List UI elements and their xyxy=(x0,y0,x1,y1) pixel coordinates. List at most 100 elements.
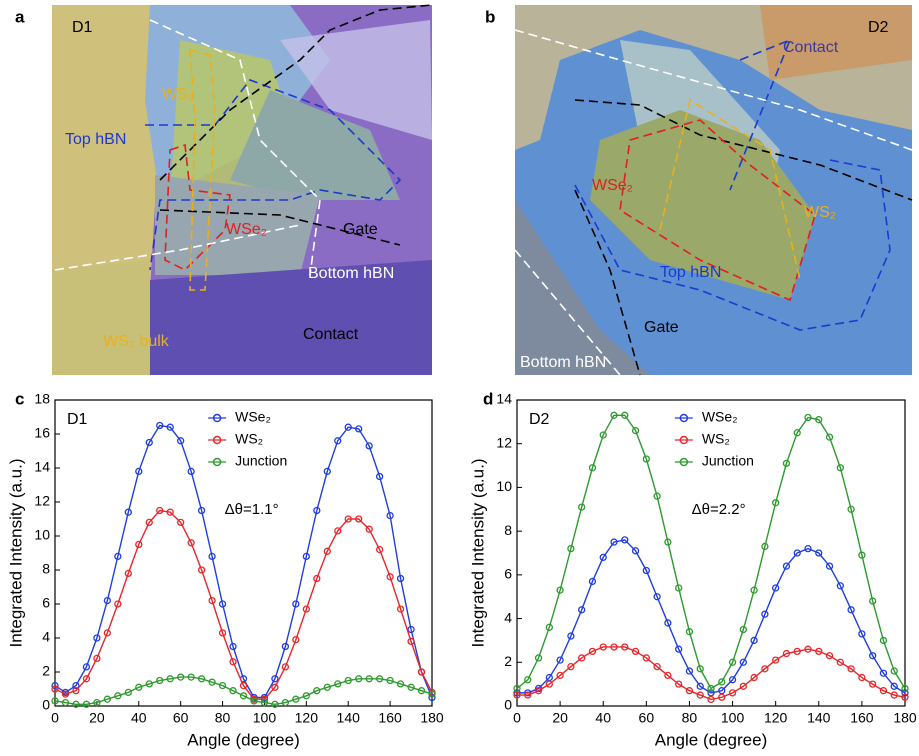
panel-letter: d xyxy=(483,389,493,408)
data-point xyxy=(578,606,586,614)
image-label: Contact xyxy=(303,326,359,343)
data-point xyxy=(156,421,164,430)
legend-label: Junction xyxy=(235,453,287,469)
data-point xyxy=(772,656,780,664)
region xyxy=(515,200,650,375)
outline xyxy=(164,143,231,271)
data-point xyxy=(72,687,80,695)
data-point xyxy=(567,544,575,553)
fit-line xyxy=(517,539,906,694)
image-label: D2 xyxy=(868,19,889,36)
y-axis-label: Integrated Intensity (a.u.) xyxy=(468,459,487,648)
data-point xyxy=(675,584,683,592)
outline xyxy=(145,79,402,271)
data-point xyxy=(631,647,640,656)
fit-line xyxy=(54,424,433,699)
x-tick-label: 60 xyxy=(173,710,189,726)
data-point xyxy=(82,700,91,708)
data-point xyxy=(218,600,227,608)
x-tick-label: 100 xyxy=(721,710,745,726)
data-point xyxy=(114,692,122,700)
data-point xyxy=(825,652,834,660)
annotation: D2 xyxy=(529,411,550,428)
x-tick-label: 160 xyxy=(378,710,402,726)
y-tick-label: 10 xyxy=(496,478,512,494)
data-point xyxy=(825,433,834,441)
data-point xyxy=(323,547,331,555)
y-tick-label: 10 xyxy=(34,527,50,543)
legend-label: WS₂ xyxy=(235,431,263,447)
y-tick-label: 14 xyxy=(496,391,512,407)
data-point xyxy=(588,647,597,656)
data-point xyxy=(313,506,321,515)
data-point xyxy=(567,663,575,671)
data-point xyxy=(407,637,415,646)
region xyxy=(150,260,432,375)
data-point xyxy=(696,691,704,699)
data-point xyxy=(145,438,153,447)
data-point xyxy=(739,625,747,634)
data-point xyxy=(428,693,436,702)
data-point xyxy=(642,654,650,662)
data-point xyxy=(407,683,415,691)
data-point xyxy=(114,552,122,561)
data-point xyxy=(187,539,195,547)
x-axis-label: Angle (degree) xyxy=(655,730,767,749)
y-tick-label: 6 xyxy=(42,595,50,611)
data-point xyxy=(103,596,112,605)
data-point xyxy=(858,673,866,682)
outline xyxy=(574,99,913,376)
outline xyxy=(659,98,801,281)
data-point xyxy=(685,687,694,695)
data-point xyxy=(901,693,909,701)
data-point xyxy=(642,566,650,575)
data-point xyxy=(653,663,661,671)
data-point xyxy=(879,687,888,695)
image-label: WS₂ xyxy=(162,86,194,103)
image-label: WSe₂ xyxy=(226,221,267,238)
data-point xyxy=(901,689,909,697)
data-point xyxy=(879,636,888,645)
image-label: Gate xyxy=(644,319,679,336)
data-point xyxy=(302,552,310,561)
data-point xyxy=(407,625,415,634)
y-tick-label: 8 xyxy=(504,522,512,538)
image-label: WSe₂ xyxy=(592,177,633,194)
data-point xyxy=(869,652,877,660)
data-point xyxy=(386,573,394,581)
data-point xyxy=(124,569,132,578)
y-tick-label: 12 xyxy=(34,493,50,509)
data-point xyxy=(197,566,206,574)
legend-label: WS₂ xyxy=(702,431,730,447)
data-point xyxy=(621,643,629,651)
data-point xyxy=(782,459,791,468)
image-label: Top hBN xyxy=(660,264,721,281)
y-tick-label: 8 xyxy=(42,561,50,577)
data-point xyxy=(696,682,704,690)
data-point xyxy=(782,562,791,570)
y-tick-label: 0 xyxy=(504,697,512,713)
plot-frame xyxy=(516,399,906,707)
image-label: WS₂ bulk xyxy=(103,333,170,350)
data-point xyxy=(187,467,195,476)
y-tick-label: 18 xyxy=(34,391,50,407)
y-tick-label: 0 xyxy=(42,697,50,713)
data-point xyxy=(524,689,532,697)
panel-letter: c xyxy=(15,389,24,408)
data-point xyxy=(177,518,185,527)
data-point xyxy=(229,642,237,651)
legend-label: WSe₂ xyxy=(702,409,738,425)
data-point xyxy=(847,665,855,673)
fit-line xyxy=(54,676,433,706)
image-label: Contact xyxy=(783,39,839,56)
image-label: WS₂ xyxy=(804,204,836,221)
data-point xyxy=(428,690,436,698)
image-label: Top hBN xyxy=(65,131,126,148)
image-label: Bottom hBN xyxy=(520,354,606,371)
data-point xyxy=(187,673,195,681)
data-point xyxy=(271,683,279,691)
outline xyxy=(54,19,321,276)
data-point xyxy=(793,549,801,557)
data-point xyxy=(166,423,174,431)
data-point xyxy=(375,472,384,481)
